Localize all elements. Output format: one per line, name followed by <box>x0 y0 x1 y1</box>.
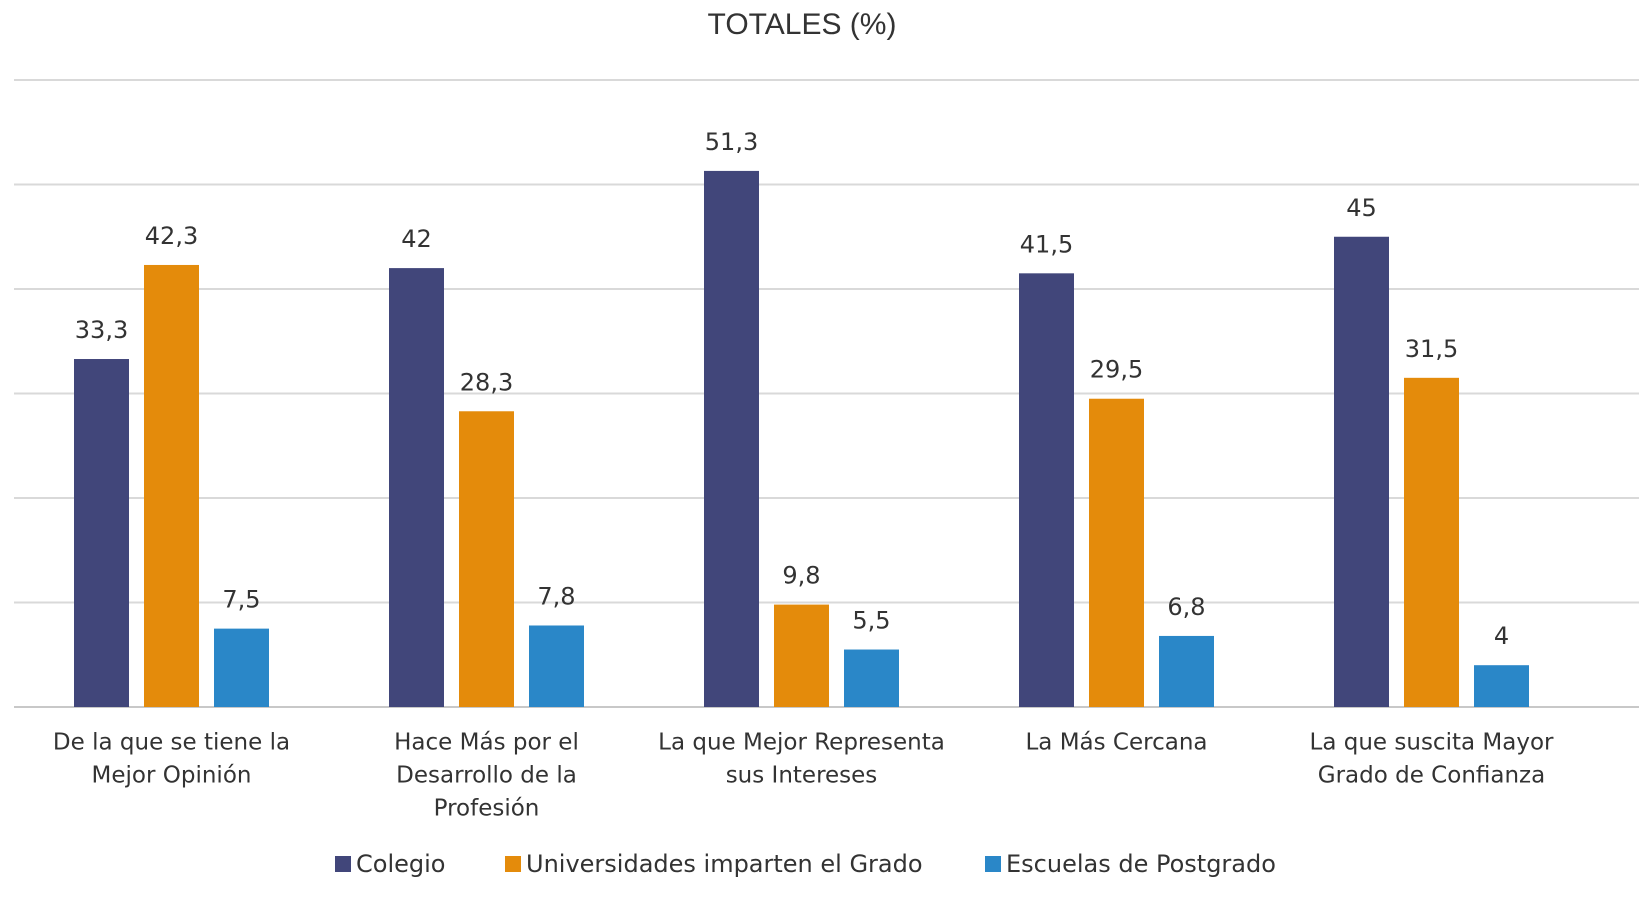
x-tick-label: La que Mejor Representa <box>658 730 945 756</box>
bar <box>1404 377 1459 707</box>
x-tick-label: Grado de Confianza <box>1318 763 1545 789</box>
bar <box>389 268 444 707</box>
x-tick-label: Hace Más por el <box>394 730 579 756</box>
legend-label: Escuelas de Postgrado <box>1006 850 1276 878</box>
chart-title: TOTALES (%) <box>708 8 897 41</box>
x-tick-label: De la que se tiene la <box>53 730 290 756</box>
data-label: 45 <box>1346 194 1377 222</box>
data-label: 41,5 <box>1020 230 1073 258</box>
x-tick-label: sus Intereses <box>726 763 878 789</box>
bar <box>74 359 129 707</box>
bar <box>1474 665 1529 707</box>
bar <box>1089 398 1144 707</box>
bar <box>214 628 269 707</box>
data-label: 9,8 <box>782 562 820 590</box>
x-tick-label: Mejor Opinión <box>92 763 252 789</box>
legend-swatch <box>985 856 1001 872</box>
x-tick-label: Profesión <box>434 796 540 822</box>
data-label: 33,3 <box>75 316 128 344</box>
x-tick-label: Desarrollo de la <box>396 763 577 789</box>
data-label: 42 <box>401 225 432 253</box>
data-label: 42,3 <box>145 222 198 250</box>
x-tick-label: La Más Cercana <box>1025 730 1207 756</box>
data-label: 4 <box>1494 622 1509 650</box>
data-label: 29,5 <box>1090 356 1143 384</box>
data-label: 31,5 <box>1405 335 1458 363</box>
bar <box>1019 273 1074 707</box>
bar <box>704 170 759 708</box>
data-label: 28,3 <box>460 368 513 396</box>
x-tick-label: La que suscita Mayor <box>1310 730 1554 756</box>
legend-swatch <box>335 856 351 872</box>
legend-swatch <box>505 856 521 872</box>
bar <box>529 625 584 707</box>
bar <box>1159 635 1214 707</box>
legend-label: Universidades imparten el Grado <box>526 850 923 878</box>
bar <box>774 604 829 707</box>
data-label: 51,3 <box>705 128 758 156</box>
bar <box>1334 236 1389 707</box>
data-label: 7,8 <box>537 582 575 610</box>
bar <box>844 649 899 707</box>
data-label: 7,5 <box>222 586 260 614</box>
legend-label: Colegio <box>356 850 445 878</box>
bar <box>144 264 199 707</box>
bar <box>459 411 514 707</box>
data-label: 6,8 <box>1167 593 1205 621</box>
data-label: 5,5 <box>852 607 890 635</box>
